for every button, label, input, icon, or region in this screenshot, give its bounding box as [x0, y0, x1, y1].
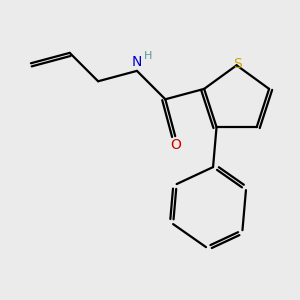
Text: H: H [144, 51, 152, 61]
Text: O: O [170, 138, 181, 152]
Text: S: S [233, 58, 242, 71]
Text: N: N [132, 55, 142, 69]
